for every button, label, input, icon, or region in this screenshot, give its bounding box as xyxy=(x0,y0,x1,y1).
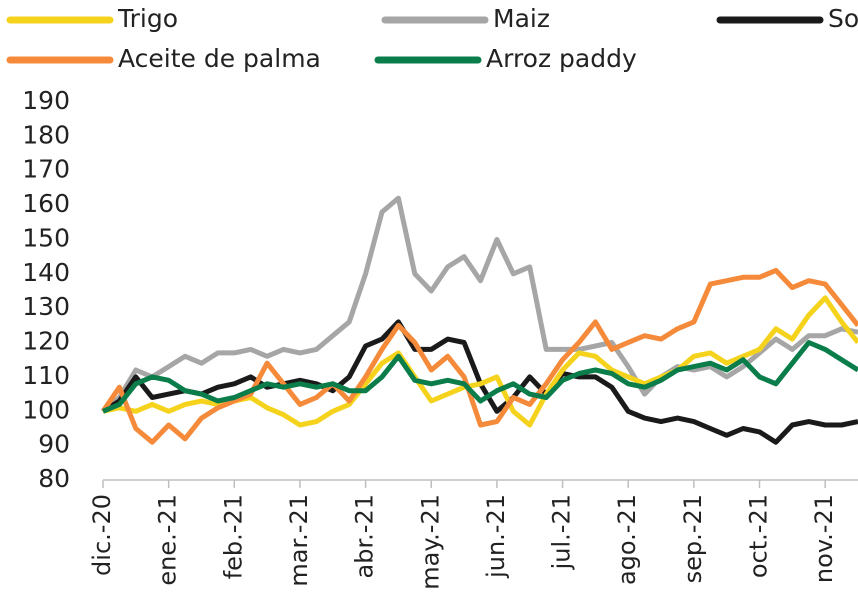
x-tick-label: jun.-21 xyxy=(482,494,510,579)
y-tick-label: 140 xyxy=(22,258,70,287)
series-line xyxy=(100,267,858,445)
y-tick-label: 150 xyxy=(22,223,70,252)
y-tick-label: 160 xyxy=(22,189,70,218)
x-tick-label: mar.-21 xyxy=(285,494,313,587)
legend-label: Soja xyxy=(828,4,858,33)
x-tick-label: may.-21 xyxy=(416,494,444,590)
x-tick-label: dic.-20 xyxy=(88,494,116,576)
y-tick-label: 90 xyxy=(38,430,70,459)
x-tick-label: sep.-21 xyxy=(679,494,707,583)
legend-label: Arroz paddy xyxy=(486,44,637,73)
y-tick-label: 120 xyxy=(22,327,70,356)
x-tick-label: jul.-21 xyxy=(548,494,576,570)
legend-label: Trigo xyxy=(117,4,178,33)
legend-label: Aceite de palma xyxy=(118,44,321,73)
x-tick-label: ene.-21 xyxy=(154,494,182,586)
x-tick-label: abr.-21 xyxy=(351,494,379,578)
series-line xyxy=(101,195,858,414)
y-tick-label: 100 xyxy=(22,395,70,424)
y-tick-label: 130 xyxy=(22,292,70,321)
y-tick-label: 190 xyxy=(22,86,70,115)
x-tick-label: oct.-21 xyxy=(745,494,773,578)
y-tick-label: 180 xyxy=(22,120,70,149)
series-line xyxy=(102,340,858,414)
y-tick-label: 110 xyxy=(22,361,70,390)
x-tick-label: feb.-21 xyxy=(219,494,247,579)
y-tick-label: 170 xyxy=(22,155,70,184)
y-tick-label: 80 xyxy=(38,464,70,493)
x-tick-label: ago.-21 xyxy=(613,494,641,585)
x-tick-label: nov.-21 xyxy=(810,494,838,583)
legend-label: Maiz xyxy=(493,4,550,33)
